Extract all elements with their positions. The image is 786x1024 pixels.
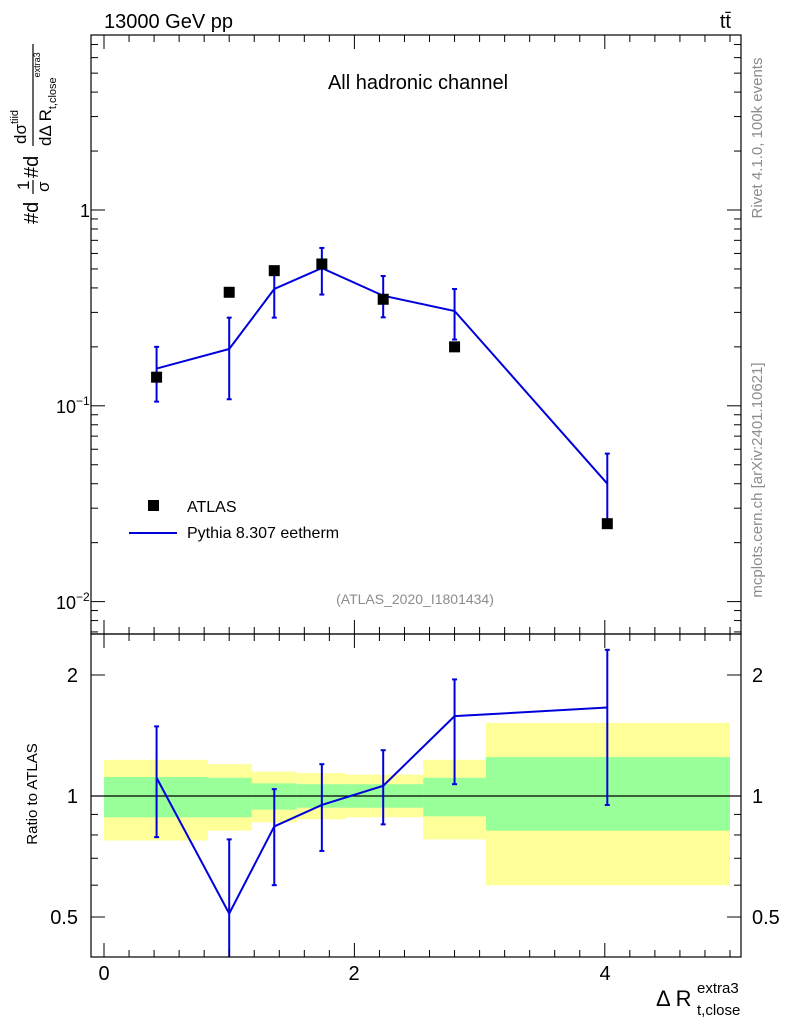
main-plot-frame [90,34,742,635]
svg-text:extra3: extra3 [697,980,739,997]
svg-text:dΔ Rt,closeextra3: dΔ Rt,close extra3 [32,52,59,146]
x-title-sub: t,close [697,1002,740,1019]
main-y-tick-labels: 1 10−1 10−2 [56,201,90,613]
y-deriv-den-sub: t,close [47,77,59,109]
x-tick-label: 0 [98,963,109,985]
process-label: tt̄ [720,11,732,33]
y-deriv-den-sup: extra3 [32,52,42,77]
svg-text:dσtiid: dσtiid [9,110,30,144]
ratio-y-tick-label: 2 [752,665,763,687]
ratio-y-tick-labels: 2 1 0.5 2 1 0.5 [50,665,780,929]
atlas-data-point [223,286,235,298]
y-deriv-num-sup: tiid [9,110,21,124]
y-frac-den: σ [34,181,53,192]
x-tick-labels: 0 2 4 [98,963,610,985]
ratio-band-inner [207,777,252,818]
svg-text:#d: #d [21,202,43,224]
y-frac-num: 1 [14,181,33,190]
x-title-main: Δ R [656,986,691,1011]
atlas-data-point [268,265,280,277]
main-y-tick-label: 10−2 [56,590,90,613]
svg-text:#d: #d [21,156,43,178]
atlas-data-point [316,258,328,270]
ratio-y-tick-label: 1 [67,786,78,808]
atlas-data-point [151,371,163,383]
y-deriv-den: dΔ R [36,109,55,146]
channel-label: All hadronic channel [328,72,508,94]
y-mid: #d [21,156,43,178]
y-deriv-num: dσ [11,124,30,144]
analysis-id-label: (ATLAS_2020_I1801434) [336,591,494,607]
main-y-tick-label: 10−1 [56,394,90,417]
legend-atlas-label: ATLAS [187,499,237,516]
svg-text:σ: σ [34,181,53,192]
x-tick-label: 2 [348,963,359,985]
svg-text:Δ R: Δ R [656,986,691,1011]
svg-text:1: 1 [14,181,33,190]
legend-mc-label: Pythia 8.307 eetherm [187,525,339,542]
ratio-y-tick-label: 1 [752,786,763,808]
ratio-y-tick-label: 2 [67,665,78,687]
legend: ATLAS Pythia 8.307 eetherm [129,499,339,542]
legend-atlas-marker [148,500,159,511]
ratio-y-tick-label: 0.5 [752,907,780,929]
ratio-y-axis-title: Ratio to ATLAS [24,743,41,844]
y-prefix: #d [21,202,43,224]
atlas-data-point [601,518,613,530]
x-title-sup: extra3 [697,980,739,997]
mcplots-source-label: mcplots.cern.ch [arXiv:2401.10621] [749,362,766,597]
main-y-tick-label: 1 [80,201,90,221]
svg-text:t,close: t,close [697,1002,740,1019]
ratio-y-tick-label: 0.5 [50,907,78,929]
x-tick-label: 4 [599,963,610,985]
main-y-axis-title: #d 1 σ #d dσtiid dΔ Rt,close extra3 [9,44,59,224]
atlas-data-point [449,341,461,353]
rivet-version-label: Rivet 4.1.0, 100k events [749,58,766,219]
energy-label: 13000 GeV pp [104,11,233,33]
atlas-data-point [377,293,389,305]
x-axis-title: Δ R extra3 t,close [656,980,740,1019]
